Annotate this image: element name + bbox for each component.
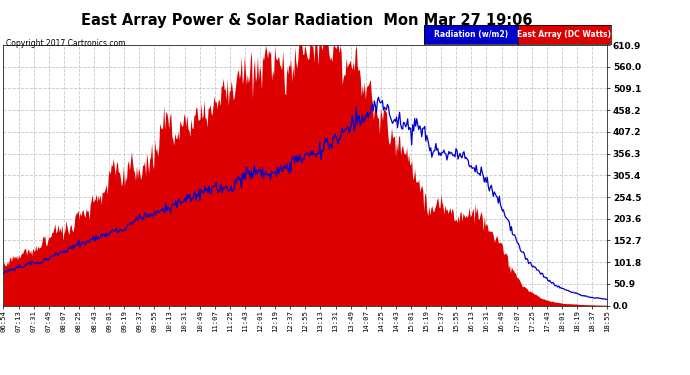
- Text: East Array Power & Solar Radiation  Mon Mar 27 19:06: East Array Power & Solar Radiation Mon M…: [81, 13, 533, 28]
- Text: Copyright 2017 Cartronics.com: Copyright 2017 Cartronics.com: [6, 39, 125, 48]
- Text: East Array (DC Watts): East Array (DC Watts): [517, 30, 611, 39]
- Text: Radiation (w/m2): Radiation (w/m2): [434, 30, 508, 39]
